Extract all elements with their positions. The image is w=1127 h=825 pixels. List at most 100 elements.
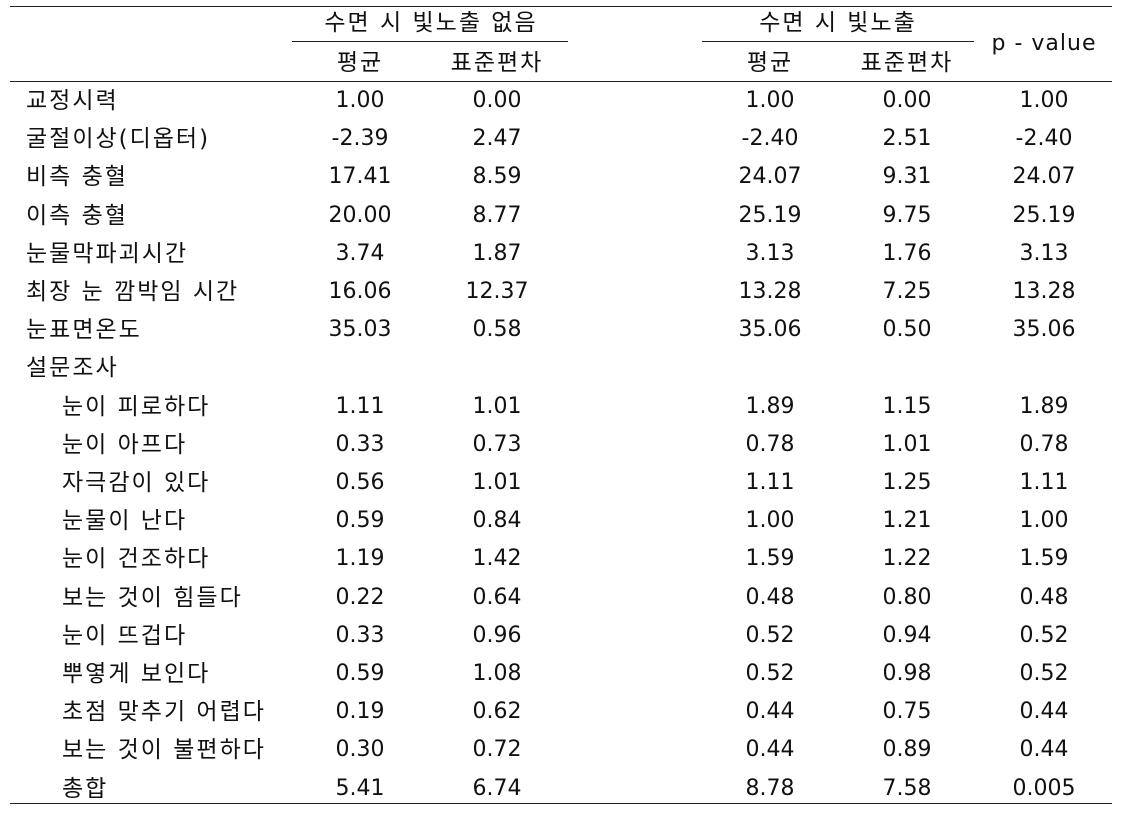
cell-sd-no-light: 1.01 xyxy=(472,394,522,419)
row-label: 초점 맞추기 어렵다 xyxy=(62,699,266,725)
cell-pvalue: 0.005 xyxy=(1012,776,1076,801)
row-label: 이측 충혈 xyxy=(26,203,128,229)
row-label: 자극감이 있다 xyxy=(62,470,211,496)
cell-sd-no-light: 1.87 xyxy=(472,241,522,266)
cell-mean-no-light: 3.74 xyxy=(335,241,385,266)
cell-mean-no-light: 16.06 xyxy=(328,279,392,304)
cell-sd-light: 1.25 xyxy=(882,470,932,495)
cell-sd-no-light: 6.74 xyxy=(472,776,522,801)
row-label: 뿌옇게 보인다 xyxy=(62,661,211,687)
cell-sd-light: 0.50 xyxy=(882,317,932,342)
cell-mean-no-light: 0.59 xyxy=(335,661,385,686)
cell-mean-light: 0.48 xyxy=(745,585,795,610)
cell-mean-no-light: 1.19 xyxy=(335,546,385,571)
row-label: 눈이 피로하다 xyxy=(62,394,211,420)
cell-mean-light: 35.06 xyxy=(738,317,802,342)
cell-sd-light: 0.80 xyxy=(882,585,932,610)
cell-sd-light: 0.75 xyxy=(882,699,932,724)
row-label: 최장 눈 깜박임 시간 xyxy=(26,279,240,305)
cell-mean-light: 0.52 xyxy=(745,661,795,686)
cell-sd-no-light: 0.72 xyxy=(472,737,522,762)
cell-sd-light: 2.51 xyxy=(882,126,932,151)
cell-sd-no-light: 0.58 xyxy=(472,317,522,342)
cell-mean-no-light: 17.41 xyxy=(328,164,392,189)
cell-sd-no-light: 1.08 xyxy=(472,661,522,686)
cell-sd-no-light: 0.84 xyxy=(472,508,522,533)
group-header-light: 수면 시 빛노출 xyxy=(759,10,917,36)
cell-pvalue: 1.11 xyxy=(1019,470,1069,495)
cell-sd-light: 1.15 xyxy=(882,394,932,419)
cell-pvalue: 35.06 xyxy=(1012,317,1076,342)
cell-sd-light: 0.98 xyxy=(882,661,932,686)
cell-pvalue: 13.28 xyxy=(1012,279,1076,304)
cell-mean-no-light: -2.39 xyxy=(331,126,389,151)
cell-mean-light: 1.00 xyxy=(745,88,795,113)
cell-mean-no-light: 1.00 xyxy=(335,88,385,113)
cell-sd-light: 7.25 xyxy=(882,279,932,304)
cell-sd-no-light: 2.47 xyxy=(472,126,522,151)
row-label: 보는 것이 불편하다 xyxy=(62,737,266,763)
cell-sd-light: 1.22 xyxy=(882,546,932,571)
cell-sd-no-light: 0.00 xyxy=(472,88,522,113)
row-label: 눈표면온도 xyxy=(26,317,142,343)
cell-mean-no-light: 20.00 xyxy=(328,203,392,228)
group-underline-light xyxy=(702,41,974,42)
row-label: 눈물이 난다 xyxy=(62,508,188,534)
cell-pvalue: 24.07 xyxy=(1012,164,1076,189)
cell-pvalue: 1.00 xyxy=(1019,508,1069,533)
row-label: 교정시력 xyxy=(26,88,119,114)
cell-mean-light: 1.59 xyxy=(745,546,795,571)
cell-sd-no-light: 1.42 xyxy=(472,546,522,571)
cell-mean-light: -2.40 xyxy=(741,126,799,151)
cell-pvalue: 0.52 xyxy=(1019,661,1069,686)
row-label: 눈이 뜨겁다 xyxy=(62,623,188,649)
cell-mean-light: 13.28 xyxy=(738,279,802,304)
cell-mean-light: 0.44 xyxy=(745,737,795,762)
cell-pvalue: -2.40 xyxy=(1015,126,1073,151)
cell-sd-light: 1.76 xyxy=(882,241,932,266)
row-label: 눈이 아프다 xyxy=(62,432,188,458)
cell-pvalue: 1.00 xyxy=(1019,88,1069,113)
cell-pvalue: 1.89 xyxy=(1019,394,1069,419)
header-mean-no-light: 평균 xyxy=(336,50,384,76)
row-label: 보는 것이 힘들다 xyxy=(62,585,243,611)
table-bottom-rule xyxy=(10,803,1112,804)
cell-sd-no-light: 8.77 xyxy=(472,203,522,228)
row-label: 총합 xyxy=(62,776,109,802)
cell-mean-light: 0.78 xyxy=(745,432,795,457)
cell-sd-light: 0.89 xyxy=(882,737,932,762)
cell-mean-no-light: 0.30 xyxy=(335,737,385,762)
cell-mean-light: 24.07 xyxy=(738,164,802,189)
cell-pvalue: 0.44 xyxy=(1019,699,1069,724)
cell-sd-light: 9.31 xyxy=(882,164,932,189)
cell-pvalue: 0.52 xyxy=(1019,623,1069,648)
cell-mean-no-light: 0.19 xyxy=(335,699,385,724)
group-underline-no-light xyxy=(292,41,568,42)
cell-mean-light: 0.44 xyxy=(745,699,795,724)
cell-mean-light: 1.00 xyxy=(745,508,795,533)
cell-sd-light: 0.00 xyxy=(882,88,932,113)
cell-sd-light: 1.21 xyxy=(882,508,932,533)
cell-mean-no-light: 0.33 xyxy=(335,623,385,648)
cell-pvalue: 0.48 xyxy=(1019,585,1069,610)
cell-sd-light: 0.94 xyxy=(882,623,932,648)
cell-mean-no-light: 5.41 xyxy=(335,776,385,801)
cell-mean-no-light: 0.59 xyxy=(335,508,385,533)
cell-mean-no-light: 1.11 xyxy=(335,394,385,419)
cell-mean-light: 1.89 xyxy=(745,394,795,419)
cell-mean-light: 1.11 xyxy=(745,470,795,495)
cell-mean-no-light: 0.56 xyxy=(335,470,385,495)
header-sd-light: 표준편차 xyxy=(860,50,954,76)
cell-sd-no-light: 0.73 xyxy=(472,432,522,457)
cell-pvalue: 25.19 xyxy=(1012,203,1076,228)
header-mean-light: 평균 xyxy=(746,50,794,76)
table-top-rule xyxy=(10,6,1112,7)
cell-sd-no-light: 0.62 xyxy=(472,699,522,724)
row-label: 비측 충혈 xyxy=(26,164,128,190)
header-bottom-rule xyxy=(10,81,1112,82)
cell-mean-no-light: 35.03 xyxy=(328,317,392,342)
cell-pvalue: 1.59 xyxy=(1019,546,1069,571)
cell-sd-light: 7.58 xyxy=(882,776,932,801)
cell-mean-light: 0.52 xyxy=(745,623,795,648)
cell-pvalue: 0.44 xyxy=(1019,737,1069,762)
